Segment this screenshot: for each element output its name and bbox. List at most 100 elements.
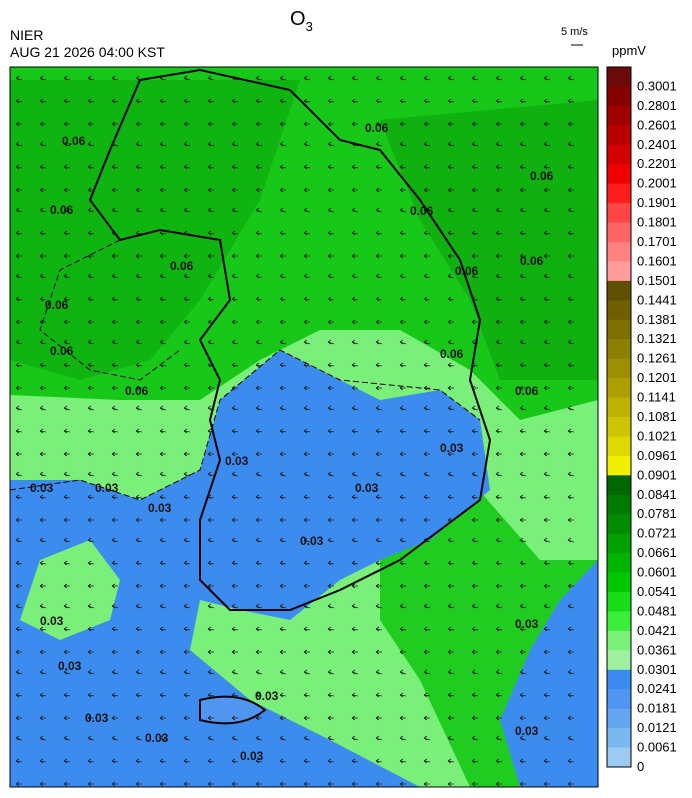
wind-arrow (471, 428, 479, 434)
timestamp: AUG 21 2026 04:00 KST (10, 44, 165, 60)
wind-arrow (87, 273, 95, 279)
wind-arrow (543, 715, 550, 721)
wind-arrow (279, 537, 287, 543)
wind-arrow (519, 296, 527, 302)
wind-arrow (207, 451, 214, 457)
wind-arrow (183, 253, 190, 259)
wind-arrow (567, 517, 574, 523)
wind-arrow (423, 649, 430, 655)
wind-arrow (327, 296, 335, 302)
wind-arrow (351, 362, 359, 368)
contour-label: 0.06 (515, 384, 539, 398)
wind-arrow (135, 471, 143, 477)
wind-arrow (327, 494, 335, 500)
wind-arrow (303, 273, 311, 279)
colorbar-label: 0.0361 (637, 642, 677, 657)
colorbar-box (607, 183, 631, 204)
wind-arrow (327, 121, 334, 127)
wind-arrow (87, 164, 95, 170)
wind-arrow (15, 75, 23, 81)
wind-arrow (303, 296, 311, 302)
wind-arrow (399, 273, 407, 279)
wind-arrow (471, 207, 479, 213)
wind-arrow (15, 405, 23, 411)
wind-arrow (231, 451, 238, 457)
wind-arrow (375, 362, 383, 368)
wind-arrow (375, 207, 383, 213)
wind-arrow (255, 428, 263, 434)
wind-arrow (327, 428, 335, 434)
wind-arrow (63, 560, 71, 566)
wind-arrow (15, 428, 23, 434)
wind-arrow (567, 121, 574, 127)
wind-arrow (135, 385, 142, 391)
wind-arrow (231, 649, 238, 655)
wind-arrow (207, 758, 215, 764)
wind-arrow (351, 781, 358, 787)
wind-arrow (279, 669, 287, 675)
wind-arrow (495, 649, 502, 655)
contour-label: 0.06 (410, 204, 434, 218)
wind-arrow (87, 471, 95, 477)
colorbar-box (607, 436, 631, 457)
colorbar-label: 0.0241 (637, 681, 677, 696)
wind-arrow (183, 715, 190, 721)
contour-label: 0.06 (455, 264, 479, 278)
wind-arrow (543, 692, 551, 698)
wind-arrow (471, 517, 478, 523)
wind-arrow (111, 187, 118, 193)
wind-arrow (471, 715, 478, 721)
colorbar-box (607, 417, 631, 437)
wind-arrow (39, 75, 47, 81)
colorbar-box (607, 455, 631, 476)
wind-arrow (351, 187, 358, 193)
wind-arrow (495, 187, 502, 193)
wind-arrow (327, 583, 334, 589)
wind-arrow (39, 451, 46, 457)
wind-arrow (399, 471, 407, 477)
wind-arrow (159, 649, 166, 655)
colorbar-box (607, 572, 631, 593)
wind-arrow (423, 207, 431, 213)
wind-arrow (351, 649, 358, 655)
wind-arrow (207, 649, 214, 655)
wind-arrow (351, 494, 359, 500)
wind-arrow (327, 560, 335, 566)
wind-arrow (399, 164, 407, 170)
colorbar-box (607, 708, 631, 729)
wind-arrow (279, 451, 286, 457)
wind-arrow (399, 98, 407, 104)
wind-arrow (159, 207, 167, 213)
wind-arrow (159, 471, 167, 477)
wind-arrow (495, 537, 503, 543)
vector-scale: 5 m/s (561, 26, 588, 38)
wind-arrow (231, 669, 239, 675)
wind-arrow (63, 385, 70, 391)
wind-arrow (495, 164, 503, 170)
wind-arrow (567, 428, 575, 434)
wind-arrow (327, 669, 335, 675)
wind-arrow (255, 121, 262, 127)
wind-arrow (471, 471, 479, 477)
wind-arrow (231, 385, 238, 391)
wind-arrow (231, 230, 239, 236)
wind-arrow (135, 692, 143, 698)
wind-arrow (159, 141, 167, 147)
wind-arrow (303, 405, 311, 411)
wind-arrow (255, 537, 263, 543)
wind-arrow (207, 735, 215, 741)
wind-arrow (39, 649, 46, 655)
wind-arrow (63, 362, 71, 368)
wind-arrow (183, 75, 191, 81)
wind-arrow (567, 603, 575, 609)
wind-arrow (471, 781, 478, 787)
wind-arrow (471, 758, 479, 764)
colorbar-label: 0.1081 (637, 409, 677, 424)
wind-arrow (351, 339, 359, 345)
colorbar-box (607, 203, 631, 224)
wind-arrow (15, 471, 23, 477)
wind-arrow (231, 75, 239, 81)
wind-arrow (183, 537, 191, 543)
wind-arrow (423, 141, 431, 147)
wind-arrow (39, 715, 46, 721)
